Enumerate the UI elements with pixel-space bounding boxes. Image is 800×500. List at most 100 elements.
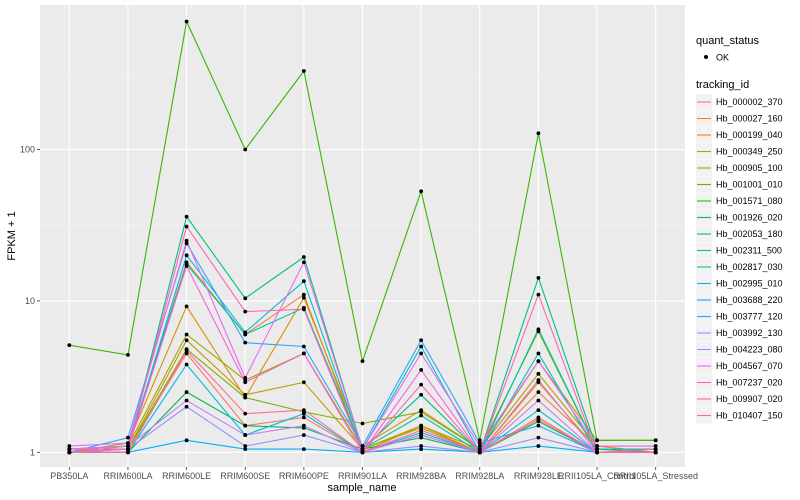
data-point — [419, 338, 424, 343]
data-point — [536, 408, 541, 413]
data-point — [243, 395, 248, 400]
data-point — [184, 338, 189, 343]
data-point — [243, 444, 248, 448]
data-point — [595, 444, 599, 448]
data-point — [184, 332, 189, 337]
x-tick-label: RRIM600LA — [103, 471, 152, 481]
data-point — [301, 380, 306, 385]
data-point — [243, 296, 248, 301]
grid-major — [40, 5, 685, 467]
data-point — [477, 450, 482, 455]
data-point — [536, 390, 541, 394]
data-point — [184, 241, 189, 246]
data-point — [301, 279, 306, 284]
data-point — [419, 423, 424, 428]
data-point — [536, 131, 541, 136]
data-point — [419, 428, 424, 433]
y-tick-label: 100 — [20, 144, 35, 154]
data-point — [595, 450, 599, 455]
data-point — [536, 327, 541, 332]
legend-label: Hb_000905_100 — [716, 163, 783, 173]
legend-label: Hb_001926_020 — [716, 213, 783, 223]
data-point — [301, 415, 306, 420]
data-point — [419, 344, 424, 349]
data-point — [536, 398, 541, 403]
data-point — [477, 438, 482, 443]
x-tick-label: RRIM928LE — [514, 471, 563, 481]
data-point — [419, 382, 424, 387]
x-tick-label: RRIM901LA — [338, 471, 387, 481]
data-point — [301, 344, 306, 349]
data-point — [477, 447, 482, 452]
x-tick-label: RRIM600SE — [220, 471, 270, 481]
data-point — [126, 441, 130, 446]
y-tick-label: 1 — [30, 447, 35, 457]
data-point — [301, 307, 306, 312]
x-axis: PB350LA RRIM600LA RRIM600LE RRIM600SE RRIM60… — [50, 467, 698, 481]
data-point — [184, 438, 189, 443]
data-point — [184, 348, 189, 353]
data-point — [360, 359, 365, 364]
data-point — [126, 435, 130, 440]
series-points — [67, 19, 658, 455]
data-point — [536, 444, 541, 448]
x-tick-label: RRIM928LA — [455, 471, 504, 481]
data-point — [243, 380, 248, 385]
data-point — [360, 421, 365, 426]
data-point — [595, 438, 599, 443]
data-point — [243, 411, 248, 416]
data-point — [301, 423, 306, 428]
data-point — [536, 351, 541, 356]
data-point — [184, 214, 189, 219]
legend-label: Hb_004567_070 — [716, 361, 783, 371]
data-point — [184, 398, 189, 403]
data-point — [536, 359, 541, 364]
legend: quant_status OK tracking_id Hb_000002_37… — [696, 35, 783, 424]
data-point — [184, 404, 189, 409]
data-point — [419, 447, 424, 452]
legend-label: Hb_001571_080 — [716, 196, 783, 206]
legend-label: Hb_000199_040 — [716, 130, 783, 140]
data-point — [653, 444, 658, 448]
legend-label: Hb_003688_220 — [716, 295, 783, 305]
data-point — [536, 378, 541, 382]
data-point — [184, 264, 189, 268]
data-point — [595, 447, 599, 452]
data-point — [419, 189, 424, 194]
data-point — [126, 450, 130, 455]
data-point — [243, 392, 248, 397]
legend-label: Hb_010407_150 — [716, 411, 783, 421]
data-point — [67, 444, 72, 448]
data-point — [301, 447, 306, 452]
data-point — [243, 309, 248, 314]
data-point — [184, 351, 189, 356]
legend-label: Hb_001001_010 — [716, 180, 783, 190]
data-point — [243, 433, 248, 437]
legend-label: Hb_003777_120 — [716, 312, 783, 322]
data-point — [301, 69, 306, 73]
data-point — [536, 417, 541, 422]
legend-label: Hb_003992_130 — [716, 328, 783, 338]
legend-label: Hb_000002_370 — [716, 97, 783, 107]
data-point — [301, 292, 306, 297]
x-tick-label: PB350LA — [50, 471, 88, 481]
legend-label: Hb_002053_180 — [716, 229, 783, 239]
legend-items: Hb_000002_370 Hb_000027_160 Hb_000199_040 H… — [696, 94, 783, 424]
data-point — [184, 362, 189, 367]
data-point — [301, 408, 306, 413]
data-point — [536, 423, 541, 428]
data-point — [536, 371, 541, 376]
data-point — [243, 423, 248, 428]
data-point — [126, 352, 130, 357]
legend-label: Hb_004223_080 — [716, 345, 783, 355]
x-tick-label: RRIM600LE — [162, 471, 211, 481]
data-point — [184, 19, 189, 24]
data-point — [301, 255, 306, 259]
legend-label: Hb_007237_020 — [716, 378, 783, 388]
y-axis-title: FPKM + 1 — [6, 211, 18, 260]
x-axis-title: sample_name — [327, 482, 396, 494]
data-point — [67, 343, 72, 348]
x-tick-label: RRII105LA_Control — [558, 471, 636, 481]
data-point — [243, 330, 248, 335]
legend-label: Hb_000027_160 — [716, 114, 783, 124]
